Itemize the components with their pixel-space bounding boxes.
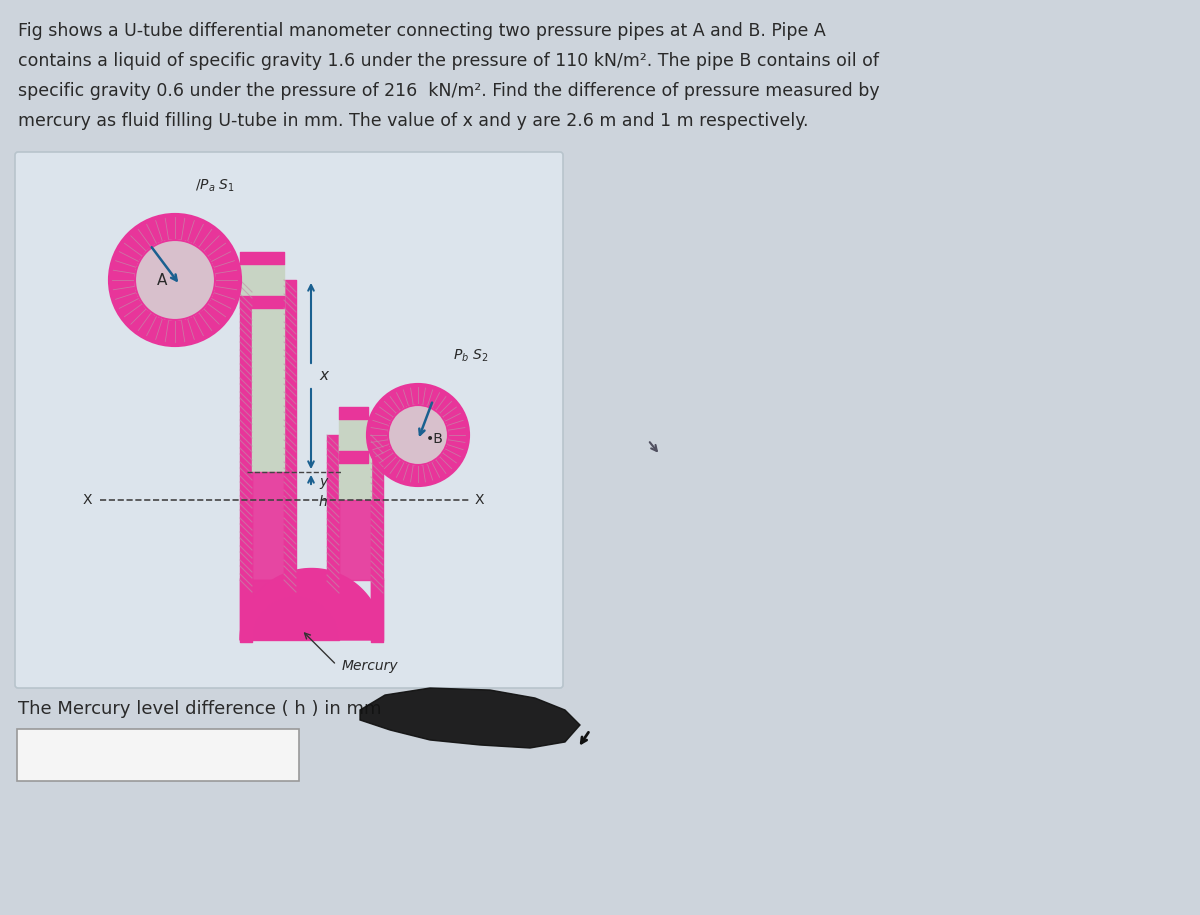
Text: contains a liquid of specific gravity 1.6 under the pressure of 110 kN/m². The p: contains a liquid of specific gravity 1.… bbox=[18, 52, 878, 70]
Text: y: y bbox=[319, 475, 328, 489]
Text: Mercury: Mercury bbox=[342, 659, 398, 673]
Text: x: x bbox=[319, 369, 328, 383]
Circle shape bbox=[388, 405, 448, 465]
Text: $P_b\ S_2$: $P_b\ S_2$ bbox=[454, 348, 488, 364]
FancyBboxPatch shape bbox=[14, 152, 563, 688]
Text: mercury as fluid filling U-tube in mm. The value of x and y are 2.6 m and 1 m re: mercury as fluid filling U-tube in mm. T… bbox=[18, 112, 809, 130]
Text: X: X bbox=[475, 493, 485, 507]
Circle shape bbox=[368, 385, 468, 485]
Text: $/P_a\ S_1$: $/P_a\ S_1$ bbox=[194, 178, 235, 194]
Circle shape bbox=[388, 405, 448, 465]
Text: specific gravity 0.6 under the pressure of 216  kN/m². Find the difference of pr: specific gravity 0.6 under the pressure … bbox=[18, 82, 880, 100]
Text: A: A bbox=[157, 273, 167, 288]
Circle shape bbox=[134, 240, 215, 320]
Polygon shape bbox=[252, 597, 340, 640]
FancyBboxPatch shape bbox=[17, 729, 299, 781]
Text: Fig shows a U-tube differential manometer connecting two pressure pipes at A and: Fig shows a U-tube differential manomete… bbox=[18, 22, 826, 40]
Polygon shape bbox=[360, 688, 580, 748]
Text: •B: •B bbox=[426, 432, 444, 446]
Circle shape bbox=[110, 215, 240, 345]
Polygon shape bbox=[252, 597, 340, 640]
Polygon shape bbox=[240, 568, 383, 640]
Text: h: h bbox=[319, 495, 328, 509]
Text: The Mercury level difference ( h ) in mm: The Mercury level difference ( h ) in mm bbox=[18, 700, 382, 718]
Circle shape bbox=[134, 240, 215, 320]
Text: X: X bbox=[83, 493, 92, 507]
